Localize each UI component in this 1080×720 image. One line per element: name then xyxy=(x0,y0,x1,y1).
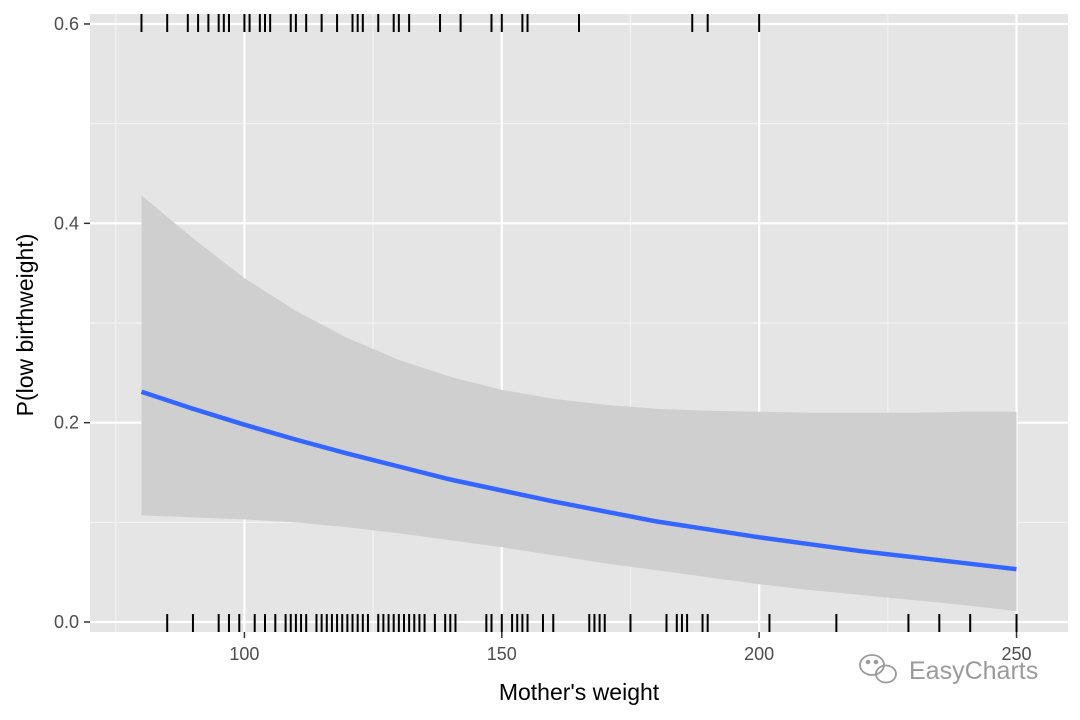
x-axis: 100 150 200 250 xyxy=(229,632,1032,664)
y-tick-label: 0.6 xyxy=(54,14,79,34)
confidence-band xyxy=(141,195,1017,612)
minor-gridlines xyxy=(90,14,1068,632)
rug-outcome-0 xyxy=(166,614,1018,632)
y-axis-title: P(low birthweight) xyxy=(12,234,38,417)
y-tick-label: 0.0 xyxy=(54,612,79,632)
y-tick-label: 0.4 xyxy=(54,213,79,233)
wechat-icon xyxy=(859,654,897,684)
x-axis-title: Mother's weight xyxy=(499,679,660,705)
x-tick-label: 150 xyxy=(487,644,517,664)
fitted-probability-line xyxy=(140,389,1017,572)
watermark: EasyCharts xyxy=(859,654,1038,685)
rug-outcome-1 xyxy=(140,14,761,32)
y-tick-label: 0.2 xyxy=(54,413,79,433)
watermark-text: EasyCharts xyxy=(909,657,1038,685)
x-tick-label: 200 xyxy=(744,644,774,664)
y-axis: 0.0 0.2 0.4 0.6 xyxy=(54,14,90,632)
x-tick-label: 100 xyxy=(229,644,259,664)
x-tick-label: 250 xyxy=(1002,644,1032,664)
